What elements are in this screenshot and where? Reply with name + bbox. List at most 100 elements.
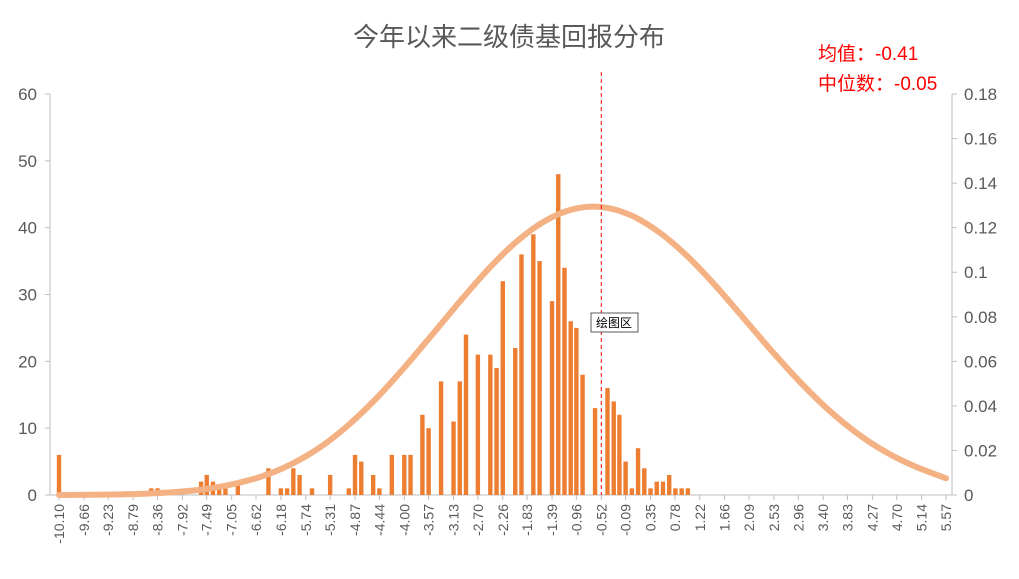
x-tick-label: 3.40 [815, 504, 831, 531]
plot-area-tooltip: 绘图区 [590, 312, 639, 333]
histogram-bar [500, 281, 505, 495]
right-tick-label: 0.1 [964, 263, 988, 282]
histogram-bar [352, 454, 358, 495]
x-tick-label: 2.53 [766, 504, 782, 531]
histogram-bar [346, 488, 352, 495]
left-tick-label: 30 [18, 286, 37, 305]
left-y-axis: 0 10 20 30 40 50 60 [18, 85, 51, 505]
histogram-bar [673, 488, 678, 495]
histogram-bar [654, 481, 659, 495]
histogram-bar [216, 488, 222, 495]
x-tick-label: -5.74 [298, 504, 314, 536]
histogram-bar [389, 454, 395, 495]
histogram-bar [679, 488, 684, 495]
histogram-bar [635, 448, 641, 495]
bar-series [56, 174, 691, 495]
x-axis: -10.10 -9.66 -9.23 -8.79 -8.36 -7.92 -7.49 -7.0… [50, 494, 954, 544]
histogram-bar [648, 488, 653, 495]
right-tick-label: 0.06 [964, 352, 997, 371]
histogram-bar [519, 254, 524, 495]
x-tick-label: -7.05 [224, 504, 240, 536]
histogram-bar [537, 261, 542, 495]
histogram-bar [568, 321, 573, 495]
x-tick-label: -6.18 [273, 504, 289, 536]
x-tick-label: -6.62 [248, 504, 264, 536]
chart-title: 今年以来二级债基回报分布 [353, 22, 665, 52]
histogram-bar [549, 301, 555, 495]
right-tick-label: 0.12 [964, 219, 997, 238]
histogram-bar [235, 481, 241, 495]
histogram-bar [359, 461, 364, 495]
left-tick-label: 10 [18, 419, 37, 438]
histogram-bar [370, 474, 376, 495]
left-tick-label: 40 [18, 219, 37, 238]
histogram-bar [223, 488, 228, 495]
histogram-bar [617, 414, 622, 495]
histogram-bar [513, 347, 518, 495]
x-tick-label: -4.44 [371, 504, 387, 536]
histogram-bar [642, 468, 647, 495]
x-tick-label: 1.66 [717, 504, 733, 531]
histogram-bar [377, 488, 382, 495]
histogram-bar [266, 468, 271, 495]
x-tick-label: -0.09 [618, 504, 634, 536]
histogram-bar [667, 474, 672, 495]
histogram-bar [592, 408, 598, 495]
right-tick-label: 0.02 [964, 441, 997, 460]
x-tick-label: -10.10 [51, 504, 67, 544]
right-tick-label: 0.04 [964, 397, 997, 416]
histogram-bar [574, 327, 579, 495]
histogram-bar [685, 488, 691, 495]
histogram-bar [463, 334, 469, 495]
x-tick-label: 3.83 [840, 504, 856, 531]
x-tick-label: -8.36 [149, 504, 165, 536]
x-tick-label: -0.96 [568, 504, 584, 536]
x-tick-label: -3.13 [446, 504, 462, 536]
x-tick-label: -7.92 [174, 504, 190, 536]
x-tick-label: -2.70 [470, 504, 486, 536]
right-tick-label: 0 [964, 486, 973, 505]
x-tick-label: -9.23 [100, 504, 116, 536]
histogram-bar [605, 388, 610, 495]
x-tick-label: 1.22 [692, 504, 708, 531]
median-annotation: 中位数：-0.05 [818, 73, 937, 95]
histogram-bar [451, 421, 456, 495]
x-tick-label: -1.39 [544, 504, 560, 536]
histogram-bar [623, 461, 628, 495]
left-tick-label: 0 [28, 486, 37, 505]
histogram-bar [494, 368, 499, 495]
x-tick-label: -9.66 [76, 504, 92, 536]
x-tick-label: -7.49 [199, 504, 215, 536]
right-tick-label: 0.14 [964, 174, 997, 193]
x-tick-label: 5.14 [914, 504, 930, 531]
x-tick-label: -2.26 [495, 504, 511, 536]
right-y-axis: 0 0.02 0.04 0.06 0.08 0.1 0.12 0.14 0.16 0.18 [951, 85, 997, 505]
histogram-bar [611, 401, 616, 495]
histogram-bar [426, 428, 431, 495]
x-tick-label: 0.35 [643, 504, 659, 531]
right-tick-label: 0.08 [964, 308, 997, 327]
x-tick-label: -1.83 [519, 504, 535, 536]
x-tick-label: -0.52 [593, 504, 609, 536]
histogram-bar [309, 488, 315, 495]
histogram-bar [278, 488, 284, 495]
left-tick-label: 20 [18, 352, 37, 371]
x-tick-label: 0.78 [667, 504, 683, 531]
x-tick-label: 2.09 [741, 504, 757, 531]
histogram-bar [204, 474, 209, 495]
right-tick-label: 0.18 [964, 85, 997, 104]
histogram-bar [438, 381, 444, 495]
x-tick-label: 2.96 [790, 504, 806, 531]
histogram-bar [629, 488, 635, 495]
histogram-bar [402, 454, 407, 495]
histogram-bar [420, 414, 425, 495]
histogram-bar [297, 474, 302, 495]
histogram-bar [580, 374, 585, 495]
mean-annotation: 均值：-0.41 [818, 43, 918, 65]
tooltip-text: 绘图区 [596, 315, 632, 330]
normal-distribution-curve [56, 203, 949, 498]
histogram-bar [660, 481, 666, 495]
histogram-bar [284, 488, 290, 495]
x-tick-label: -3.57 [421, 504, 437, 536]
